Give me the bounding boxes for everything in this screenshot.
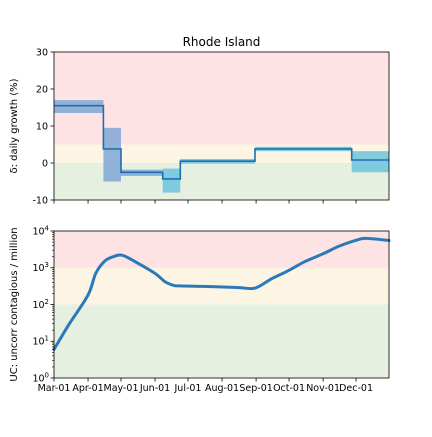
x-tick-label-oct-01: Oct-01	[273, 383, 305, 394]
x-tick-label-mar-01: Mar-01	[38, 383, 71, 394]
growth-band-1	[103, 127, 121, 182]
growth-band-0	[54, 100, 104, 114]
growth-x-ticks	[53, 200, 357, 204]
contagious-x-ticks: Mar-01 Apr-01 May-01 Jun-01 Jul-01 Aug-01 Sep-…	[38, 378, 373, 394]
x-tick-label-may-01: May-01	[104, 383, 139, 394]
contagious-y-tick-label: 103	[32, 261, 49, 274]
growth-panel: -10 0 10 20 30 Rhode Island δ: daily growth …	[9, 35, 390, 206]
x-tick-label-jun-01: Jun-01	[139, 383, 170, 394]
growth-band-6	[351, 151, 389, 173]
growth-y-ticks: -10 0 10 20 30	[32, 47, 54, 206]
x-tick-label-sep-01: Sep-01	[239, 383, 272, 394]
growth-y-tick-label: 20	[36, 84, 48, 95]
x-tick-label-aug-01: Aug-01	[205, 383, 239, 394]
growth-y-tick-label: 10	[36, 121, 48, 132]
x-tick-label-apr-01: Apr-01	[72, 383, 103, 394]
contagious-y-tick-label: 104	[32, 224, 49, 237]
contagious-y-tick-label: 101	[32, 335, 49, 348]
contagious-y-tick-label: 102	[32, 298, 49, 311]
x-tick-label-dec-01: Dec-01	[339, 383, 373, 394]
x-tick-label-jul-01: Jul-01	[174, 383, 202, 394]
contagious-line	[52, 236, 391, 351]
growth-band-3	[162, 168, 181, 193]
contagious-y-axis-label: UC: uncorr contagious / million	[9, 227, 20, 381]
growth-y-tick-label: 30	[36, 47, 48, 58]
x-tick-label-nov-01: Nov-01	[306, 383, 340, 394]
contagious-zone-0	[54, 304, 389, 378]
chart-title: Rhode Island	[183, 35, 261, 49]
contagious-zones	[54, 231, 389, 378]
growth-y-tick-label: 0	[42, 158, 48, 169]
growth-y-tick-label: -10	[32, 195, 48, 206]
growth-y-axis-label: δ: daily growth (%)	[9, 78, 20, 173]
growth-step-line	[54, 104, 389, 180]
